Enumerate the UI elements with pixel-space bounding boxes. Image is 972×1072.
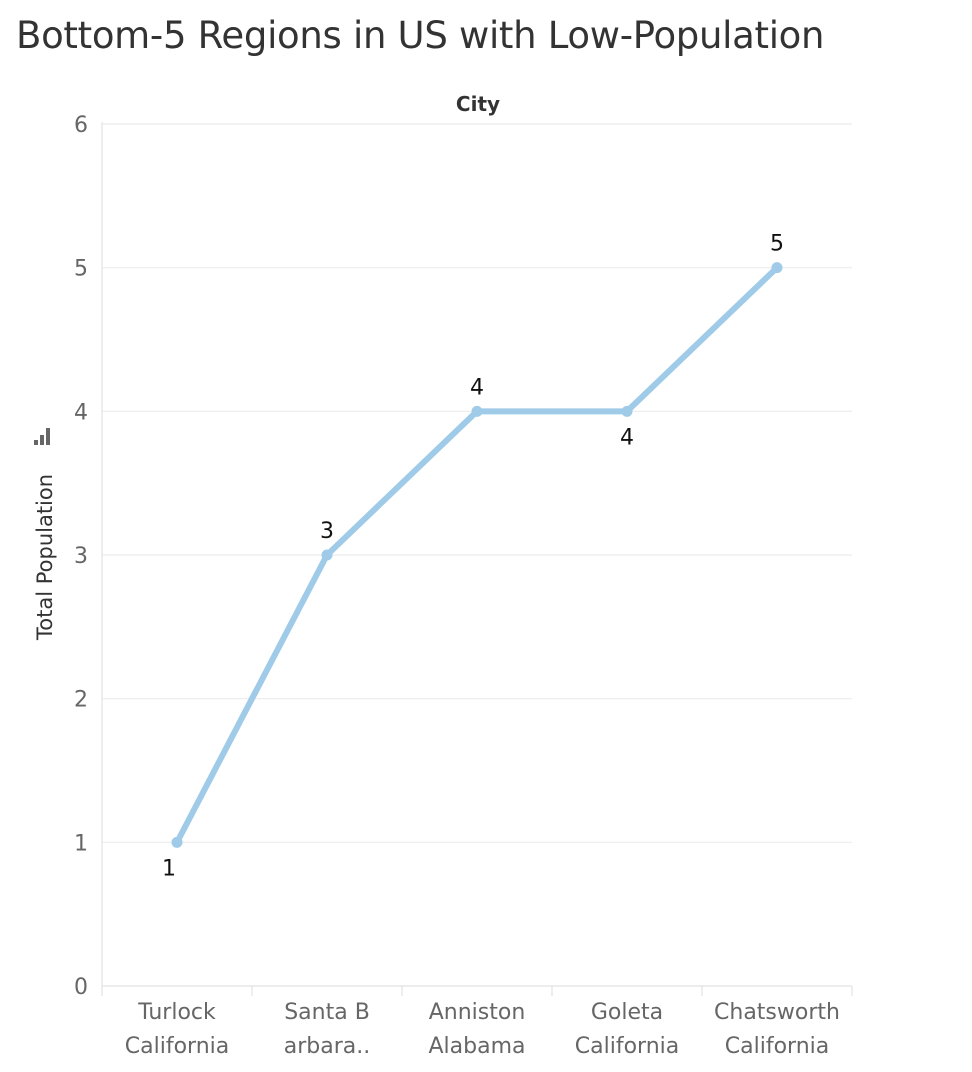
data-label: 4 [620,425,634,450]
y-tick-label: 3 [74,544,88,569]
chart-title: Bottom-5 Regions in US with Low-Populati… [16,14,825,57]
x-tick-label: Turlock California [125,1000,229,1059]
y-axis-title: Total Population [33,474,57,641]
y-tick-label: 1 [74,831,88,856]
y-tick-label: 2 [74,688,88,713]
y-tick-label: 0 [74,975,88,1000]
x-tick-label: Anniston Alabama [428,1000,525,1059]
series-group [171,262,783,848]
data-point [321,549,333,561]
x-tick-label: Goleta California [575,1000,679,1059]
data-label: 1 [162,856,176,881]
data-label: 5 [770,232,784,257]
data-point [621,405,633,417]
y-tick-label: 6 [74,113,88,138]
data-point [171,836,183,848]
data-labels: 1 3 4 4 5 [162,232,784,882]
bar-chart-icon [34,428,50,445]
y-axis-title-group: Total Population [33,474,57,641]
x-tick-label: Chatsworth California [714,1000,840,1059]
y-axis: 0 1 2 3 4 5 6 [74,113,103,1000]
data-point [471,405,483,417]
gridlines [102,123,852,843]
y-tick-label: 5 [74,257,88,282]
data-point [771,262,783,274]
y-tick-label: 4 [74,400,88,425]
data-label: 3 [320,519,334,544]
data-label: 4 [470,375,484,400]
column-header: City [456,92,500,116]
